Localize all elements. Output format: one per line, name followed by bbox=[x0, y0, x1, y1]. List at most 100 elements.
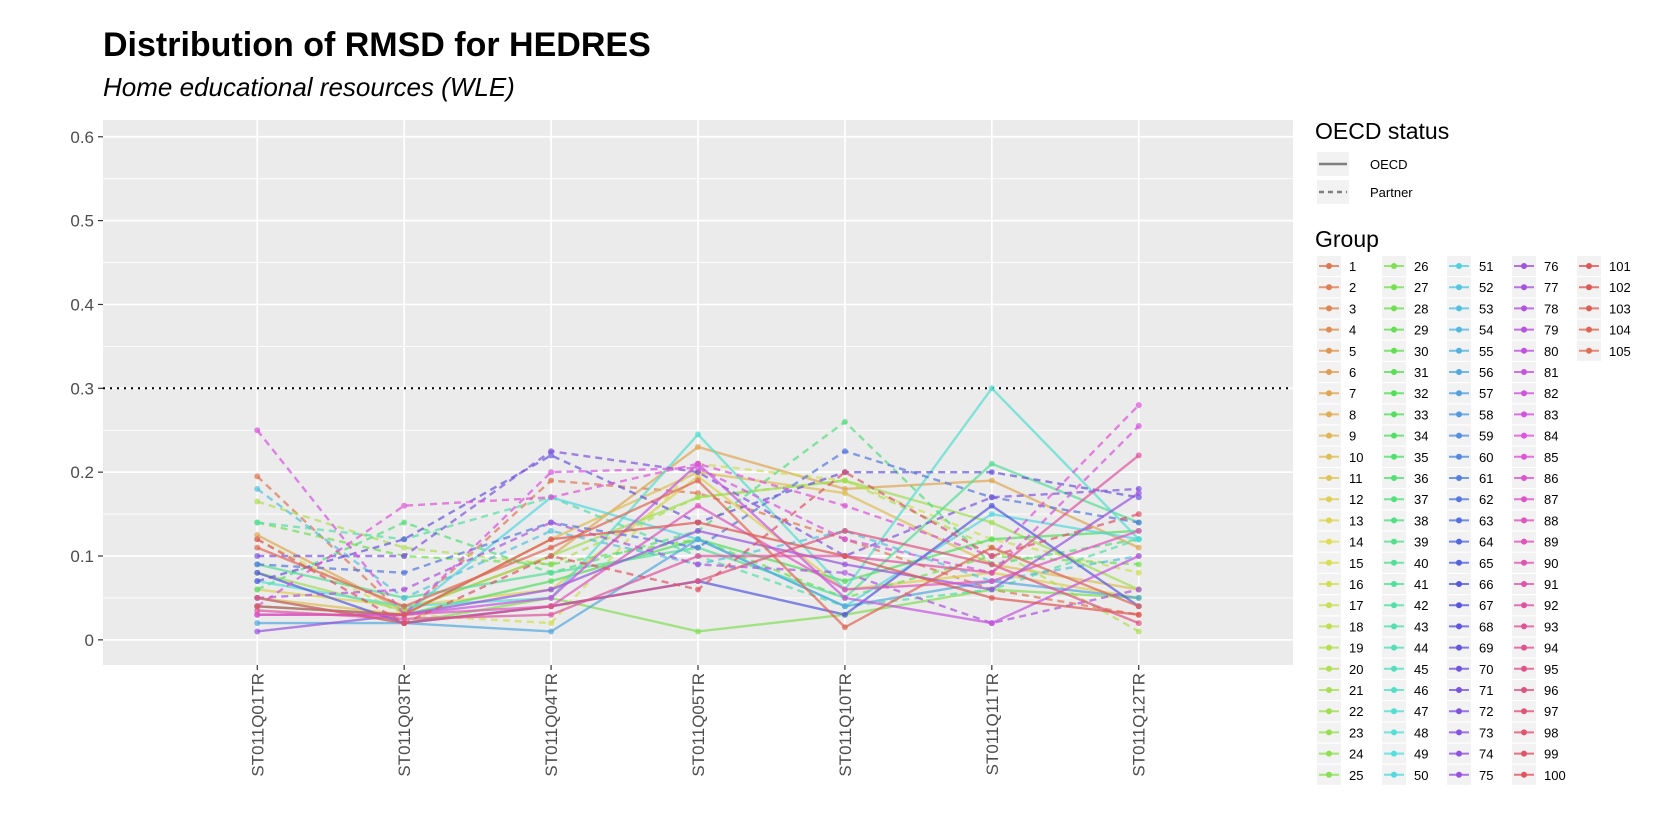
group-label: 62 bbox=[1479, 492, 1493, 507]
group-legend-item: 91 bbox=[1512, 574, 1558, 594]
group-key-point bbox=[1326, 644, 1332, 651]
group-label: 9 bbox=[1349, 429, 1356, 444]
chart-title: Distribution of RMSD for HEDRES bbox=[103, 26, 651, 64]
group-key-point bbox=[1326, 369, 1332, 375]
group-legend-item: 39 bbox=[1382, 531, 1428, 552]
group-legend-item: 87 bbox=[1512, 489, 1558, 510]
group-key-point bbox=[1521, 581, 1527, 587]
group-key-point bbox=[1456, 750, 1462, 757]
group-label: 6 bbox=[1349, 365, 1356, 380]
group-legend-item: 30 bbox=[1382, 340, 1428, 361]
series-point bbox=[401, 519, 408, 526]
group-label: 56 bbox=[1479, 365, 1493, 380]
group-key-point bbox=[1391, 432, 1397, 439]
group-key-point bbox=[1391, 263, 1397, 269]
group-label: 7 bbox=[1349, 386, 1356, 401]
group-label: 24 bbox=[1349, 747, 1363, 762]
series-point bbox=[695, 473, 701, 480]
series-point bbox=[841, 536, 848, 543]
group-label: 99 bbox=[1544, 747, 1558, 762]
group-key-point bbox=[1456, 602, 1462, 609]
group-label: 66 bbox=[1479, 577, 1493, 592]
group-label: 85 bbox=[1544, 450, 1558, 465]
group-legend-item: 49 bbox=[1382, 743, 1428, 764]
group-key-point bbox=[1326, 687, 1332, 693]
series-point bbox=[988, 586, 995, 593]
group-label: 53 bbox=[1479, 301, 1493, 316]
group-legend-item: 26 bbox=[1382, 256, 1428, 276]
group-legend-item: 19 bbox=[1317, 637, 1363, 658]
group-legend-item: 66 bbox=[1447, 574, 1493, 594]
series-point bbox=[988, 494, 995, 501]
group-key-point bbox=[1326, 559, 1332, 566]
group-key-point bbox=[1391, 305, 1397, 312]
group-legend-item: 24 bbox=[1317, 743, 1363, 764]
group-label: 37 bbox=[1414, 492, 1428, 507]
series-point bbox=[254, 485, 261, 492]
group-key-point bbox=[1391, 644, 1397, 651]
series-point bbox=[841, 561, 848, 568]
group-key-point bbox=[1586, 305, 1592, 312]
group-key-point bbox=[1456, 263, 1462, 269]
group-legend-item: 70 bbox=[1447, 658, 1493, 679]
group-label: 102 bbox=[1609, 280, 1631, 295]
group-legend-item: 2 bbox=[1317, 277, 1356, 298]
group-key-point bbox=[1456, 623, 1462, 630]
group-legend-item: 81 bbox=[1512, 362, 1558, 382]
group-label: 100 bbox=[1544, 768, 1566, 783]
group-legend-item: 32 bbox=[1382, 383, 1428, 404]
group-key-point bbox=[1326, 453, 1332, 460]
group-key-point bbox=[1586, 347, 1592, 354]
group-label: 96 bbox=[1544, 683, 1558, 698]
group-legend-item: 75 bbox=[1447, 764, 1493, 785]
group-legend-item: 34 bbox=[1382, 425, 1428, 446]
group-legend-item: 35 bbox=[1382, 446, 1428, 467]
group-key-point bbox=[1391, 517, 1397, 524]
group-key-point bbox=[1391, 369, 1397, 375]
group-legend-item: 23 bbox=[1317, 722, 1363, 743]
group-legend-item: 1 bbox=[1317, 256, 1356, 276]
group-key-point bbox=[1391, 538, 1397, 545]
group-legend-item: 90 bbox=[1512, 552, 1558, 573]
series-point bbox=[841, 418, 848, 425]
series-point bbox=[401, 611, 408, 618]
series-point bbox=[841, 594, 848, 601]
group-label: 92 bbox=[1544, 598, 1558, 613]
group-key-point bbox=[1391, 347, 1397, 354]
group-legend-item: 21 bbox=[1317, 680, 1363, 700]
group-legend-item: 20 bbox=[1317, 658, 1363, 679]
group-label: 5 bbox=[1349, 344, 1356, 359]
series-point bbox=[695, 477, 701, 484]
series-point bbox=[841, 477, 848, 484]
group-legend-item: 102 bbox=[1577, 277, 1631, 298]
group-label: 1 bbox=[1349, 259, 1356, 274]
series-point bbox=[254, 603, 261, 610]
group-label: 36 bbox=[1414, 471, 1428, 486]
group-key-point bbox=[1521, 708, 1527, 715]
group-legend-item: 65 bbox=[1447, 552, 1493, 573]
group-key-point bbox=[1456, 687, 1462, 693]
group-label: 104 bbox=[1609, 323, 1631, 338]
series-point bbox=[988, 561, 995, 568]
group-key-point bbox=[1456, 453, 1462, 460]
series-group-104 bbox=[254, 477, 1142, 631]
series-point bbox=[548, 620, 555, 627]
series-point bbox=[401, 536, 408, 543]
series-point bbox=[401, 553, 408, 559]
group-key-point bbox=[1521, 475, 1527, 481]
group-legend-item: 42 bbox=[1382, 595, 1428, 616]
group-label: 87 bbox=[1544, 492, 1558, 507]
group-legend-item: 46 bbox=[1382, 680, 1428, 700]
series-layer bbox=[254, 385, 1142, 635]
group-legend-item: 27 bbox=[1382, 277, 1428, 298]
group-legend-item: 11 bbox=[1317, 468, 1363, 488]
group-label: 2 bbox=[1349, 280, 1356, 295]
group-legend-item: 103 bbox=[1577, 298, 1631, 319]
series-point bbox=[401, 502, 408, 509]
series-point bbox=[548, 452, 555, 459]
group-label: 10 bbox=[1349, 450, 1363, 465]
series-point bbox=[401, 620, 408, 627]
group-legend-item: 54 bbox=[1447, 319, 1493, 340]
series-point bbox=[254, 532, 261, 539]
